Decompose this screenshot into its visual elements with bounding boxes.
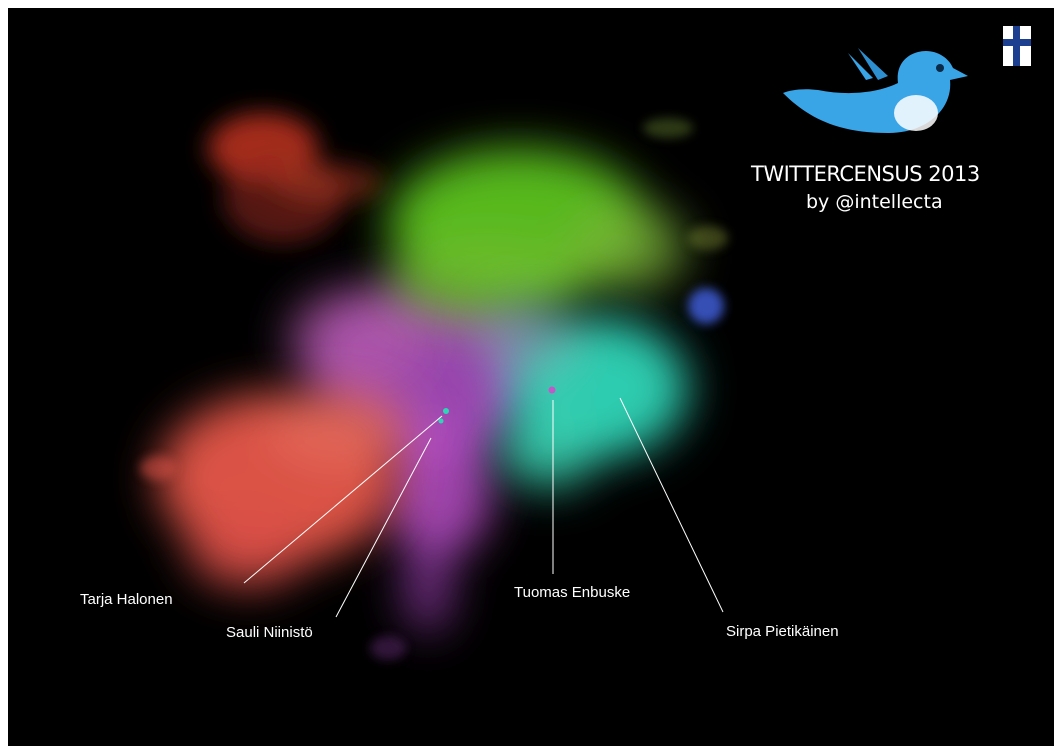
cluster-green [388,148,688,323]
node-marker-sauli [443,408,449,414]
node-marker-tarja [438,418,444,424]
cluster-red [158,388,408,588]
visualization-frame: Tarja Halonen Sauli Niinistö Tuomas Enbu… [8,8,1054,746]
callout-label-tarja-halonen: Tarja Halonen [80,591,173,608]
callout-line-sirpa [619,397,724,613]
twitter-bird-icon [783,48,968,133]
callout-label-sauli-niinisto: Sauli Niinistö [226,624,313,641]
cluster-cyan [478,298,688,488]
logo-byline: by @intellecta [806,191,943,213]
logo-title: TWITTERCENSUS 2013 [751,162,980,186]
cluster-dark-red [208,113,383,243]
callout-label-tuomas-enbuske: Tuomas Enbuske [514,584,631,601]
scatter-dust [140,118,728,660]
cluster-blue [688,288,724,324]
callout-line-tarja [243,415,443,584]
node-marker-tuomas [548,386,556,394]
finland-flag-icon [1003,26,1031,66]
callout-label-sirpa-pietikainen: Sirpa Pietikäinen [726,623,839,640]
network-visualization [140,113,728,660]
callout-line-sauli [335,437,432,618]
